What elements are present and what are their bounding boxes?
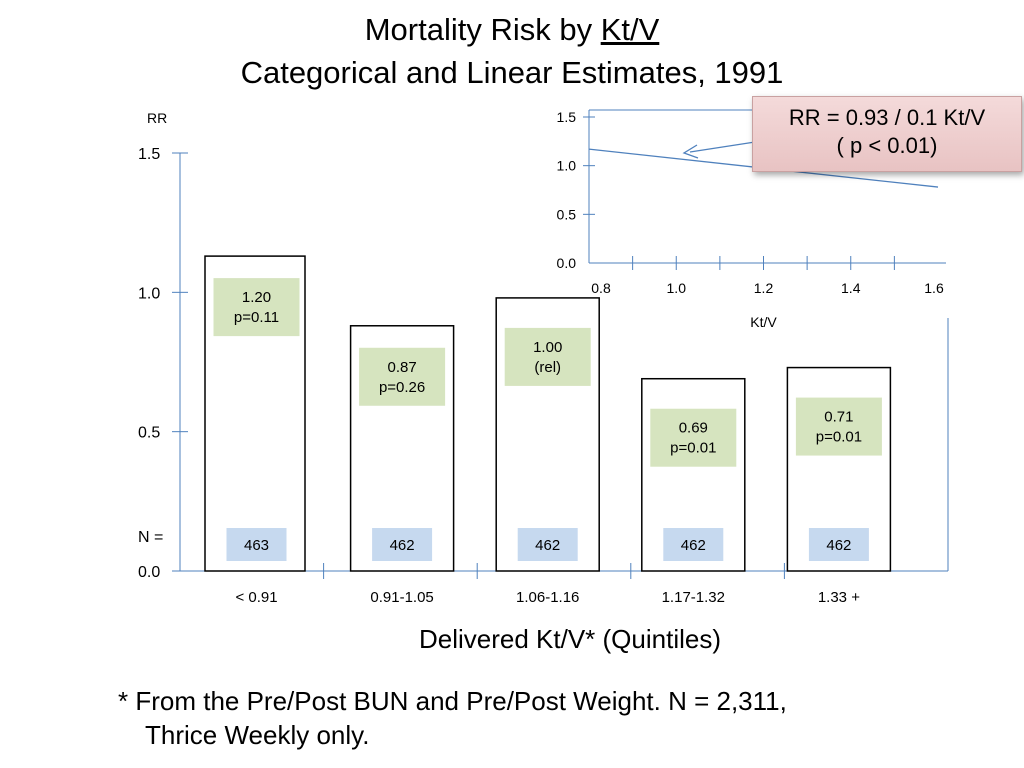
inset-x-tick-label: 0.8 bbox=[591, 280, 611, 296]
x-tick-label: < 0.91 bbox=[235, 589, 277, 606]
inset-y-tick-label: 0.5 bbox=[557, 206, 577, 222]
n-box bbox=[226, 528, 287, 561]
inset-x-tick-label: 1.4 bbox=[841, 280, 861, 296]
footnote-line-2: Thrice Weekly only. bbox=[145, 720, 370, 750]
callout-line-2: ( p < 0.01) bbox=[836, 133, 938, 158]
chart-subtitle: Categorical and Linear Estimates, 1991 bbox=[240, 55, 784, 90]
chart-title-prefix: Mortality Risk by bbox=[364, 12, 601, 47]
y-axis-label: RR bbox=[147, 110, 167, 126]
x-tick-label: 1.17-1.32 bbox=[662, 589, 725, 606]
bar-p-label: (rel) bbox=[534, 359, 561, 376]
callout-arrow bbox=[689, 141, 756, 153]
n-value: 462 bbox=[681, 537, 706, 554]
n-value: 462 bbox=[390, 537, 415, 554]
bar-p-label: p=0.11 bbox=[234, 309, 279, 326]
n-box bbox=[808, 528, 869, 561]
y-tick-label: 0.5 bbox=[138, 425, 160, 442]
footnote-line-1: * From the Pre/Post BUN and Pre/Post Wei… bbox=[118, 686, 787, 716]
y-tick-label: 0.0 bbox=[138, 564, 160, 581]
n-box bbox=[517, 528, 578, 561]
main-x-axis-title: Delivered Kt/V* (Quintiles) bbox=[419, 624, 721, 654]
x-tick-label: 1.06-1.16 bbox=[516, 589, 579, 606]
bar-value-box bbox=[650, 408, 737, 467]
footnote: * From the Pre/Post BUN and Pre/Post Wei… bbox=[118, 684, 787, 752]
bar-value-label: 0.71 bbox=[824, 409, 853, 426]
n-box bbox=[372, 528, 433, 561]
x-tick-label: 0.91-1.05 bbox=[370, 589, 433, 606]
bar-value-box bbox=[213, 278, 300, 337]
regression-callout: RR = 0.93 / 0.1 Kt/V ( p < 0.01) bbox=[752, 96, 1022, 172]
bar-p-label: p=0.01 bbox=[670, 440, 716, 457]
bar-p-label: p=0.01 bbox=[816, 429, 862, 446]
x-tick-label: 1.33 + bbox=[818, 589, 860, 606]
bar-value-label: 1.00 bbox=[533, 339, 562, 356]
bar-value-box bbox=[504, 327, 591, 386]
bar-value-label: 1.20 bbox=[242, 289, 271, 306]
y-tick-label: 1.0 bbox=[138, 285, 160, 302]
inset-y-tick-label: 1.0 bbox=[557, 158, 577, 174]
inset-x-tick-label: 1.2 bbox=[754, 280, 774, 296]
inset-y-tick-label: 0.0 bbox=[557, 255, 577, 271]
callout-line-1: RR = 0.93 / 0.1 Kt/V bbox=[788, 105, 986, 130]
inset-x-axis-label: Kt/V bbox=[750, 314, 777, 330]
bar-value-box bbox=[795, 397, 882, 456]
callout-arrow-head bbox=[682, 144, 699, 159]
n-box bbox=[663, 528, 724, 561]
y-tick-label: 1.5 bbox=[138, 146, 160, 163]
n-value: 462 bbox=[535, 537, 560, 554]
inset-x-tick-label: 1.6 bbox=[924, 280, 944, 296]
bar-p-label: p=0.26 bbox=[379, 379, 425, 396]
chart-title-emph: Kt/V bbox=[600, 12, 660, 47]
n-value: 462 bbox=[826, 537, 851, 554]
inset-x-tick-label: 1.0 bbox=[667, 280, 687, 296]
bar-value-label: 0.87 bbox=[387, 359, 416, 376]
n-label: N = bbox=[138, 529, 163, 546]
bar-value-box bbox=[359, 347, 446, 406]
bar-value-label: 0.69 bbox=[679, 420, 708, 437]
inset-y-tick-label: 1.5 bbox=[557, 109, 577, 125]
n-value: 463 bbox=[244, 537, 269, 554]
chart-title: Mortality Risk by Kt/V bbox=[0, 12, 1024, 48]
